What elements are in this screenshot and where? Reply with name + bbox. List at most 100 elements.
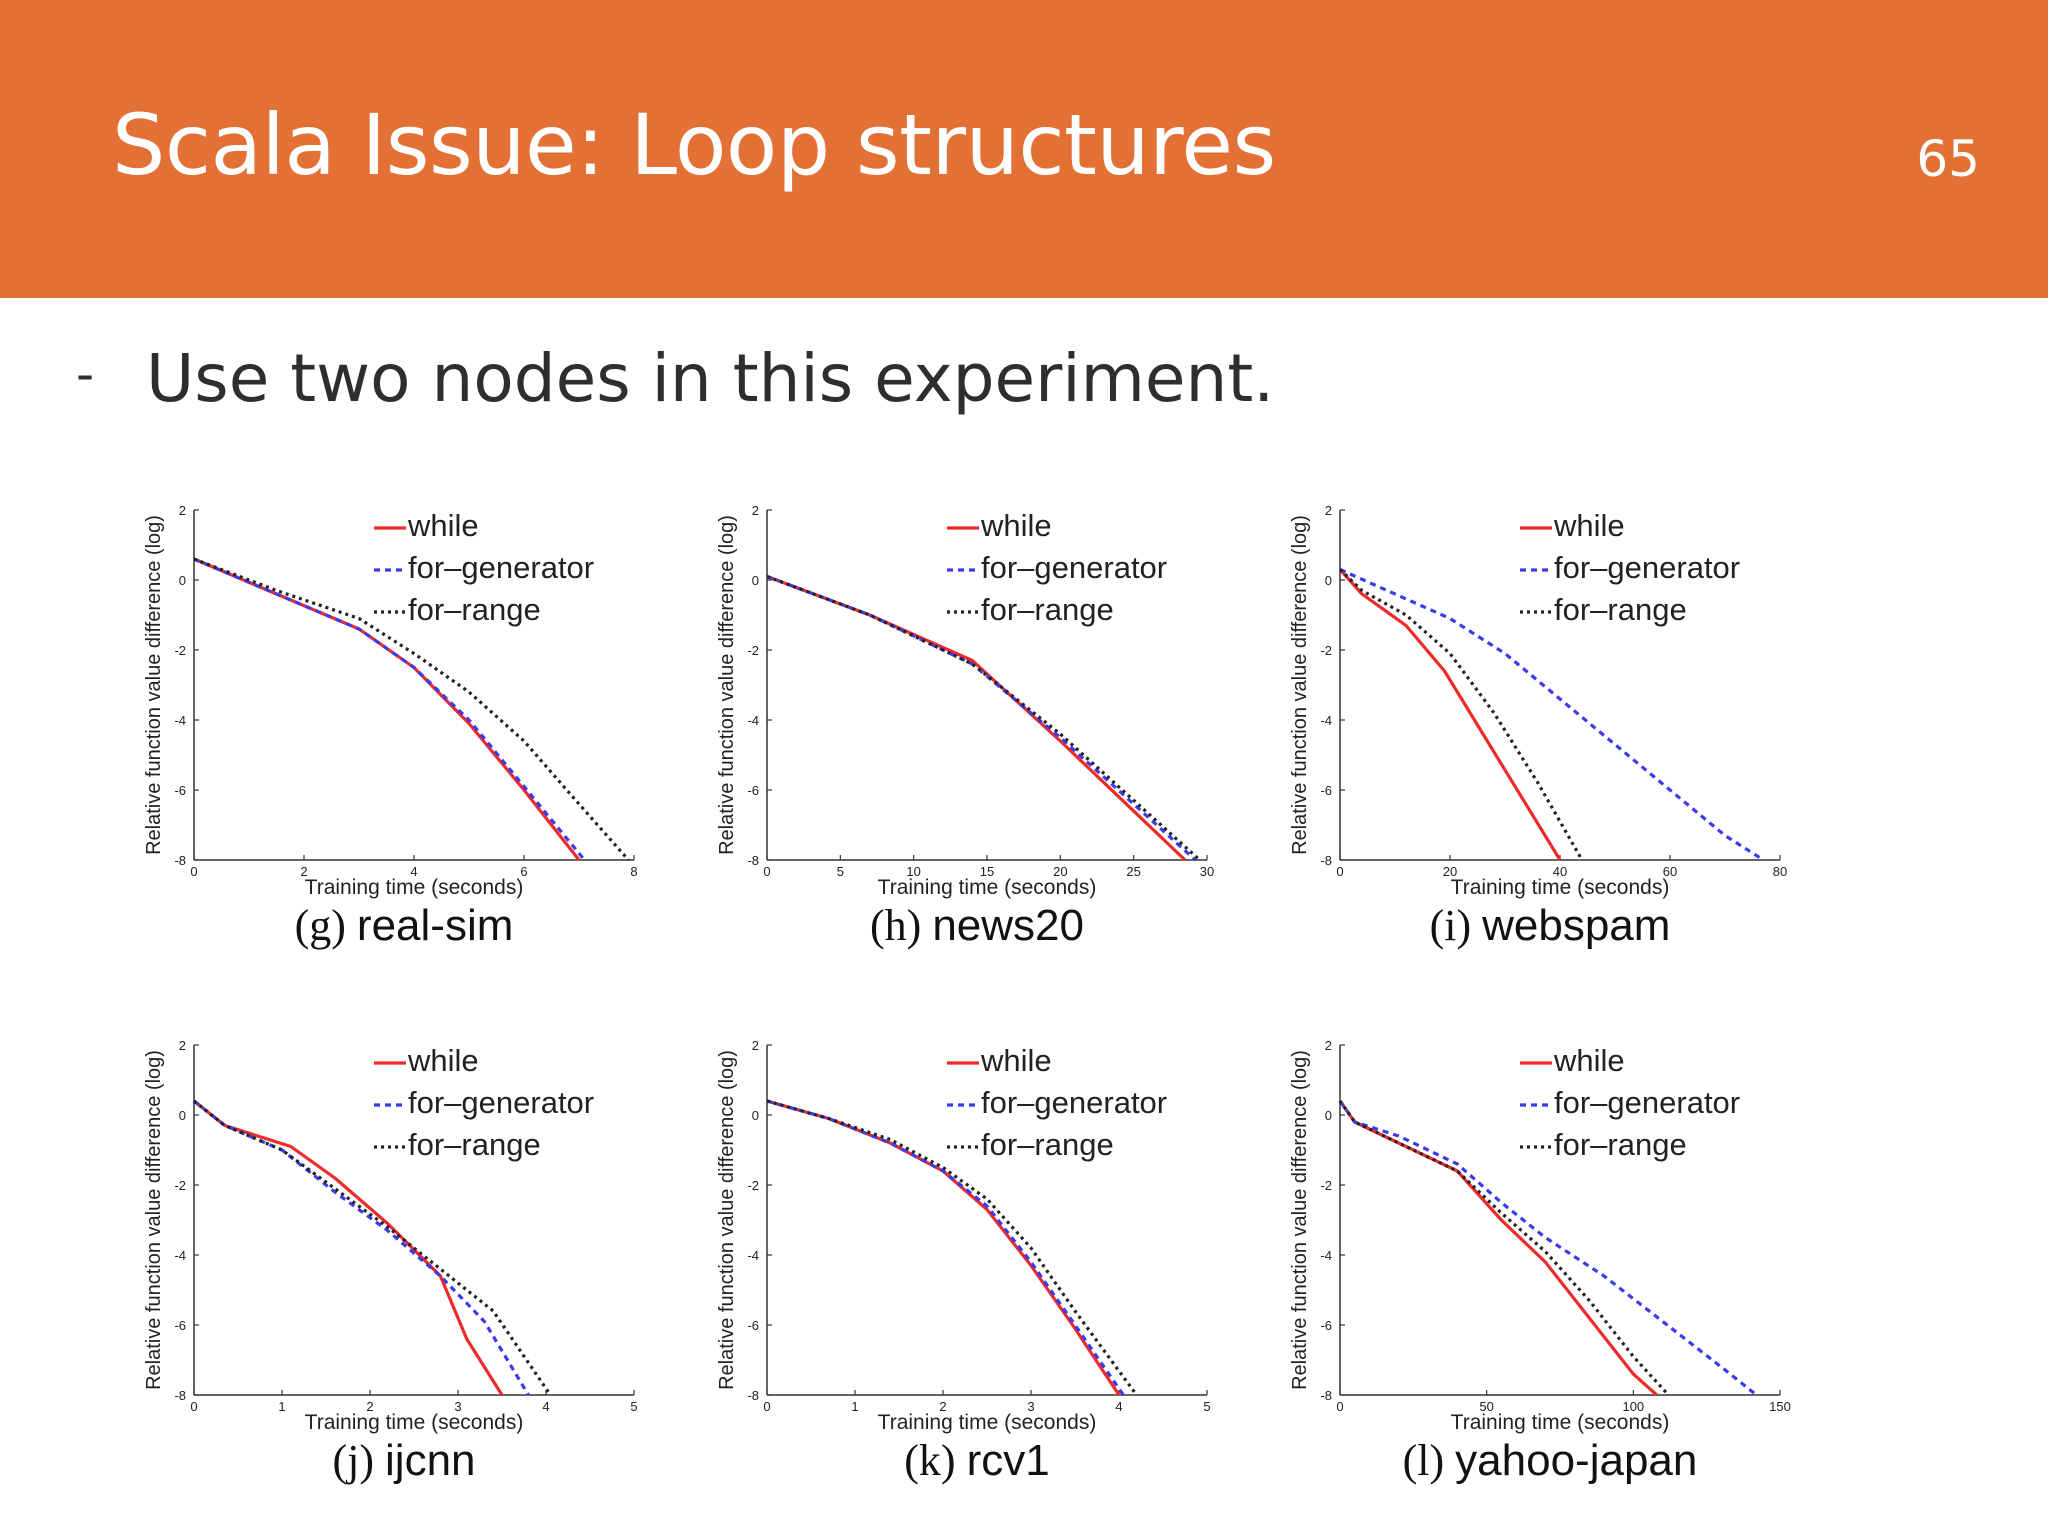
panel-title: webspam xyxy=(1481,901,1670,950)
x-tick-label: 2 xyxy=(300,864,307,879)
y-tick-label: -2 xyxy=(174,1178,186,1193)
series-line-for-range xyxy=(193,1099,552,1396)
y-tick-label: -2 xyxy=(1320,643,1332,658)
chart-panel-ijcnn: -8 -6 -4 -2 0 2 0 1 2 3 4 5 Training time (seconds) R… xyxy=(143,1038,638,1485)
y-axis-label: Relative function value difference (log) xyxy=(1289,515,1311,855)
legend-entry: for–generator xyxy=(981,550,1167,585)
x-tick-label: 100 xyxy=(1622,1399,1644,1414)
y-tick-label: 2 xyxy=(752,1038,759,1053)
x-tick-label: 3 xyxy=(1027,1399,1034,1414)
x-tick-label: 60 xyxy=(1663,864,1677,879)
legend-entry: while xyxy=(407,508,479,543)
panel-title: rcv1 xyxy=(967,1436,1050,1485)
panel-caption: (k) rcv1 xyxy=(904,1436,1049,1485)
y-tick-label: 0 xyxy=(179,573,186,588)
panel-caption: (l) yahoo-japan xyxy=(1403,1436,1698,1485)
chart-panel-real-sim: -8 -6 -4 -2 0 2 0 2 4 6 8 Training time (seconds) Re… xyxy=(143,503,638,950)
y-tick-label: 2 xyxy=(752,503,759,518)
y-tick-label: -6 xyxy=(1320,783,1332,798)
legend-entry: for–range xyxy=(981,1127,1114,1162)
y-tick-label: -4 xyxy=(174,1248,186,1263)
panel-label: (i) xyxy=(1430,901,1483,950)
series-line-for-range xyxy=(193,557,630,862)
x-axis-label: Training time (seconds) xyxy=(305,876,524,899)
x-tick-label: 2 xyxy=(366,1399,373,1414)
x-tick-label: 4 xyxy=(410,864,417,879)
y-tick-label: -6 xyxy=(174,783,186,798)
panel-caption: (h) news20 xyxy=(870,901,1084,950)
x-tick-label: 30 xyxy=(1200,864,1214,879)
slide-number: 65 xyxy=(1916,130,1980,188)
x-tick-label: 6 xyxy=(520,864,527,879)
y-tick-label: -8 xyxy=(747,1388,759,1403)
x-tick-label: 0 xyxy=(763,1399,770,1414)
y-tick-label: 0 xyxy=(1325,573,1332,588)
panel-title: news20 xyxy=(932,901,1084,950)
series-line-for-range xyxy=(766,1099,1138,1396)
y-tick-label: 2 xyxy=(1325,1038,1332,1053)
x-tick-label: 20 xyxy=(1443,864,1457,879)
y-axis-label: Relative function value difference (log) xyxy=(143,1050,165,1390)
legend-entry: for–generator xyxy=(981,1085,1167,1120)
x-tick-label: 5 xyxy=(837,864,844,879)
legend-entry: for–generator xyxy=(408,1085,594,1120)
x-tick-label: 40 xyxy=(1553,864,1567,879)
panel-caption: (j) ijcnn xyxy=(332,1436,475,1485)
y-tick-label: -6 xyxy=(747,1318,759,1333)
y-tick-label: -2 xyxy=(174,643,186,658)
panel-label: (k) xyxy=(904,1436,966,1485)
y-tick-label: -6 xyxy=(1320,1318,1332,1333)
series-line-for-generator xyxy=(1338,1100,1758,1397)
series-line-for-generator xyxy=(766,575,1197,862)
legend-entry: for–range xyxy=(1554,592,1687,627)
bullet-text: Use two nodes in this experiment. xyxy=(146,340,1275,417)
y-tick-label: -2 xyxy=(747,643,759,658)
x-tick-label: 4 xyxy=(542,1399,549,1414)
y-tick-label: -6 xyxy=(174,1318,186,1333)
y-tick-label: -8 xyxy=(174,853,186,868)
x-tick-label: 150 xyxy=(1769,1399,1791,1414)
title-bar: Scala Issue: Loop structures 65 xyxy=(0,0,2048,298)
panel-label: (h) xyxy=(870,901,932,950)
panel-label: (l) xyxy=(1403,1436,1456,1485)
x-tick-label: 0 xyxy=(1336,1399,1343,1414)
y-tick-label: -8 xyxy=(1320,1388,1332,1403)
series-line-while xyxy=(766,575,1187,862)
x-tick-label: 10 xyxy=(906,864,920,879)
y-axis-label: Relative function value difference (log) xyxy=(716,1050,738,1390)
x-tick-label: 3 xyxy=(454,1399,461,1414)
legend-entry: for–range xyxy=(408,1127,541,1162)
y-tick-label: -4 xyxy=(747,713,759,728)
y-tick-label: -4 xyxy=(747,1248,759,1263)
x-tick-label: 2 xyxy=(939,1399,946,1414)
x-axis-label: Training time (seconds) xyxy=(1451,1411,1670,1434)
y-tick-label: 0 xyxy=(752,1108,759,1123)
legend-entry: while xyxy=(1553,508,1625,543)
bullet-point: - Use two nodes in this experiment. xyxy=(76,340,1274,417)
legend-entry: while xyxy=(980,1043,1052,1078)
x-tick-label: 0 xyxy=(1336,864,1343,879)
legend-entry: while xyxy=(980,508,1052,543)
y-axis-label: Relative function value difference (log) xyxy=(1289,1050,1311,1390)
x-tick-label: 80 xyxy=(1773,864,1787,879)
y-axis-label: Relative function value difference (log) xyxy=(716,515,738,855)
panel-label: (j) xyxy=(332,1436,385,1485)
y-tick-label: 2 xyxy=(179,1038,186,1053)
legend-entry: for–generator xyxy=(408,550,594,585)
series-line-for-range xyxy=(1338,568,1584,861)
series-line-while xyxy=(1338,568,1562,861)
bullet-dash: - xyxy=(76,345,95,403)
x-tick-label: 20 xyxy=(1053,864,1067,879)
chart-panel-yahoo-japan: -8 -6 -4 -2 0 2 0 50 100 150 Training time (second… xyxy=(1289,1038,1791,1485)
legend-entry: while xyxy=(1553,1043,1625,1078)
slide-title: Scala Issue: Loop structures xyxy=(112,96,1276,194)
x-tick-label: 5 xyxy=(1203,1399,1210,1414)
legend-entry: while xyxy=(407,1043,479,1078)
panel-label: (g) xyxy=(295,901,357,950)
x-axis-label: Training time (seconds) xyxy=(878,1411,1097,1434)
legend-entry: for–range xyxy=(981,592,1114,627)
y-tick-label: -2 xyxy=(747,1178,759,1193)
